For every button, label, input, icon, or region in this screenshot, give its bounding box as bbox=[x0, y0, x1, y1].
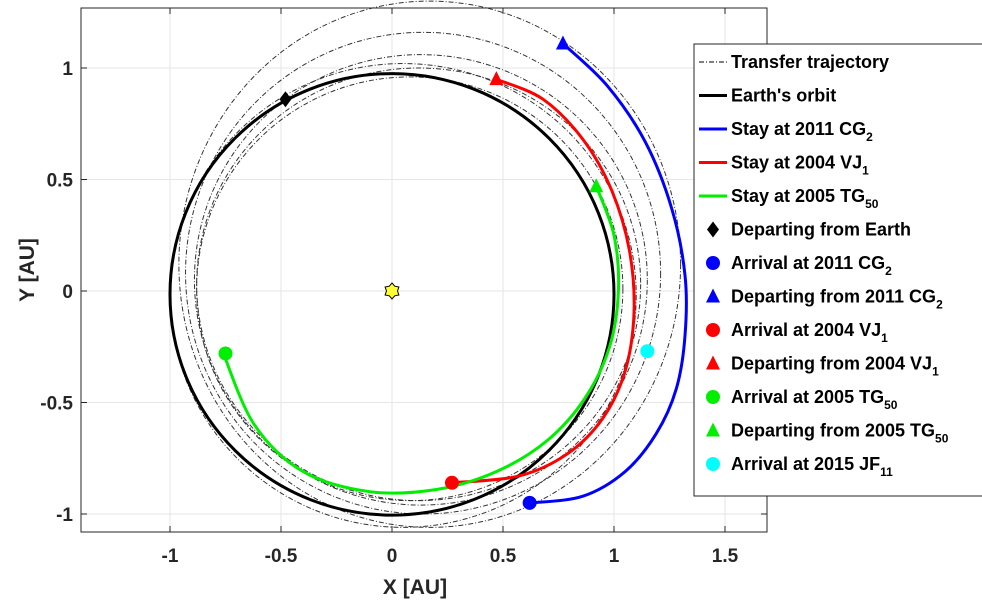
circle-marker bbox=[706, 457, 720, 471]
y-tick-label: 0.5 bbox=[47, 171, 74, 192]
legend-label-subscript: 1 bbox=[881, 331, 888, 345]
transfer-trajectory-line bbox=[185, 31, 662, 515]
diamond-marker bbox=[279, 91, 292, 108]
legend-label-subscript: 11 bbox=[880, 465, 893, 479]
x-tick-label: 1 bbox=[609, 546, 620, 567]
x-axis-label: X [AU] bbox=[383, 576, 447, 599]
legend-item: Departing from Earth bbox=[707, 220, 911, 240]
axis-ticks: -1 -0.5 0 0.5 1 1.5 -1 -0.5 0 0.5 1 bbox=[40, 8, 767, 567]
triangle-marker bbox=[706, 288, 720, 303]
legend-label-subscript: 50 bbox=[935, 432, 949, 446]
legend-label-subscript: 1 bbox=[862, 164, 869, 178]
y-tick-label: -0.5 bbox=[40, 394, 73, 415]
legend-item: Earth's orbit bbox=[699, 86, 836, 106]
transfer-trajectory-line bbox=[196, 76, 624, 502]
y-tick-label: 1 bbox=[62, 59, 73, 80]
x-tick-label: 0 bbox=[387, 546, 398, 567]
circle-marker bbox=[706, 390, 720, 404]
circle-marker bbox=[444, 475, 459, 490]
circle-marker bbox=[522, 495, 537, 510]
legend-label-subscript: 50 bbox=[884, 398, 898, 412]
y-tick-label: 0 bbox=[62, 282, 73, 303]
legend-box bbox=[693, 43, 982, 497]
triangle-marker bbox=[555, 35, 570, 50]
plot-area bbox=[80, 7, 768, 533]
legend-label: Transfer trajectory bbox=[731, 52, 889, 72]
event-markers bbox=[218, 35, 655, 510]
legend-label: Earth's orbit bbox=[731, 86, 836, 106]
triangle-marker bbox=[706, 355, 720, 370]
x-tick-label: 1.5 bbox=[712, 546, 739, 567]
circle-marker bbox=[218, 346, 233, 361]
transfer-trajectory-line bbox=[193, 54, 648, 506]
triangle-marker bbox=[589, 178, 604, 193]
y-tick-label: -1 bbox=[56, 505, 73, 526]
stay-series-line bbox=[531, 42, 688, 505]
legend-label-subscript: 2 bbox=[866, 130, 873, 144]
legend-label-subscript: 2 bbox=[885, 264, 892, 278]
y-axis-label: Y [AU] bbox=[16, 238, 39, 302]
x-tick-label: 0.5 bbox=[490, 546, 517, 567]
stay-series-line bbox=[451, 77, 636, 485]
circle-marker bbox=[706, 323, 720, 337]
earth-orbit bbox=[168, 72, 616, 517]
sun-icon bbox=[384, 282, 400, 300]
earth-orbit-line bbox=[168, 72, 616, 517]
stay-series bbox=[221, 42, 688, 505]
sun-star-shape bbox=[384, 282, 400, 300]
circle-marker bbox=[640, 344, 655, 359]
legend-item: Transfer trajectory bbox=[699, 52, 889, 72]
legend-label: Departing from Earth bbox=[731, 220, 911, 240]
legend-label-subscript: 2 bbox=[936, 298, 943, 312]
x-tick-label: -0.5 bbox=[265, 546, 298, 567]
triangle-marker bbox=[489, 71, 504, 86]
circle-marker bbox=[706, 256, 720, 270]
transfer-trajectory-line bbox=[178, 0, 682, 528]
diamond-marker bbox=[707, 221, 719, 238]
legend-label-subscript: 50 bbox=[865, 197, 879, 211]
x-tick-label: -1 bbox=[162, 546, 179, 567]
legend-label-subscript: 1 bbox=[932, 365, 939, 379]
stay-series-line bbox=[221, 185, 621, 495]
triangle-marker bbox=[706, 422, 720, 437]
